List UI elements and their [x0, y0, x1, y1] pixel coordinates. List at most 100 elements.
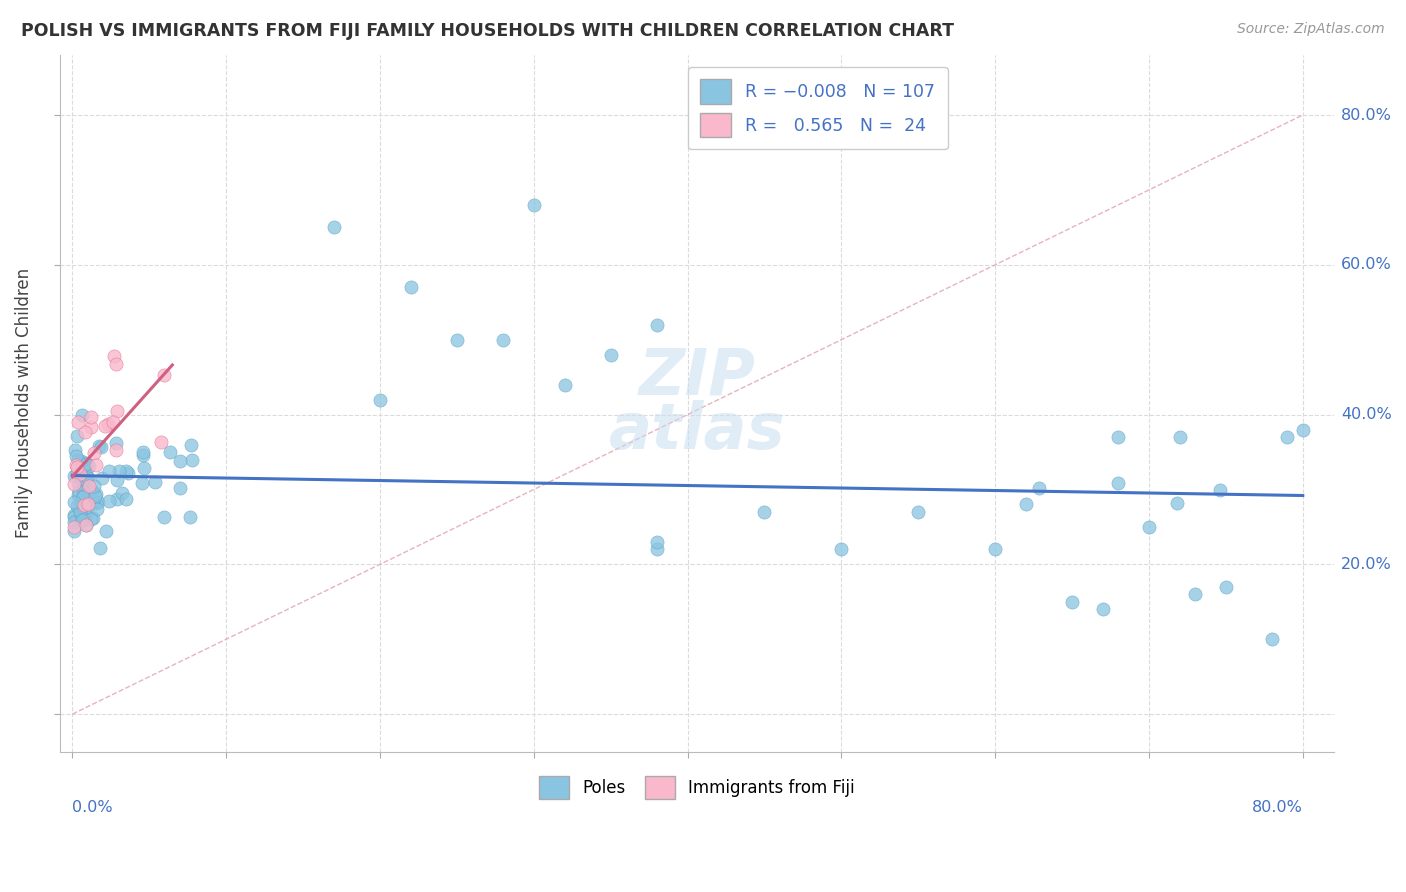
Point — [86, 458, 108, 473]
Point — [103, 415, 125, 429]
Text: 80.0%: 80.0% — [1251, 800, 1303, 815]
Point — [82, 493, 104, 508]
Y-axis label: Family Households with Children: Family Households with Children — [15, 268, 32, 539]
Point — [65, 428, 87, 442]
Point — [180, 438, 202, 452]
Point — [66, 466, 89, 480]
Text: 80.0%: 80.0% — [1341, 108, 1392, 122]
Point — [77, 471, 100, 485]
Point — [131, 445, 153, 459]
Point — [75, 491, 97, 505]
Point — [89, 439, 111, 453]
Point — [83, 446, 105, 460]
Point — [368, 392, 391, 407]
Point — [65, 458, 87, 472]
Point — [1209, 483, 1232, 498]
Point — [132, 449, 155, 463]
Point — [115, 464, 138, 478]
Point — [181, 453, 204, 467]
Point — [63, 515, 86, 529]
Point — [63, 495, 86, 509]
Point — [73, 425, 96, 439]
Point — [82, 483, 104, 498]
Point — [73, 472, 96, 486]
Point — [103, 350, 125, 364]
Point — [105, 436, 128, 450]
Text: 20.0%: 20.0% — [1341, 557, 1392, 572]
Point — [1107, 430, 1129, 444]
Point — [79, 458, 101, 473]
Point — [72, 489, 94, 503]
Point — [70, 495, 93, 509]
Point — [150, 434, 173, 449]
Point — [104, 357, 127, 371]
Point — [67, 484, 90, 499]
Point — [76, 504, 98, 518]
Point — [75, 460, 97, 475]
Point — [69, 454, 91, 468]
Point — [1107, 476, 1129, 491]
Point — [143, 475, 166, 490]
Point — [75, 518, 97, 533]
Point — [1015, 498, 1038, 512]
Point — [63, 509, 86, 524]
Point — [84, 496, 107, 510]
Point — [492, 333, 515, 347]
Point — [63, 508, 86, 522]
Point — [94, 524, 117, 538]
Point — [84, 489, 107, 503]
Point — [73, 511, 96, 525]
Text: ZIP
atlas: ZIP atlas — [609, 345, 785, 462]
Point — [1292, 423, 1315, 437]
Point — [98, 494, 121, 508]
Point — [645, 542, 668, 557]
Point — [72, 492, 94, 507]
Point — [399, 280, 422, 294]
Point — [66, 499, 89, 513]
Point — [179, 510, 201, 524]
Point — [907, 505, 929, 519]
Point — [105, 403, 128, 417]
Point — [159, 445, 181, 459]
Point — [86, 501, 108, 516]
Point — [1166, 496, 1188, 510]
Point — [84, 487, 107, 501]
Point — [105, 473, 128, 487]
Point — [105, 443, 128, 458]
Point — [67, 452, 90, 467]
Point — [63, 520, 86, 534]
Point — [72, 477, 94, 491]
Point — [72, 490, 94, 504]
Point — [69, 504, 91, 518]
Point — [599, 348, 621, 362]
Point — [1062, 595, 1084, 609]
Point — [80, 512, 103, 526]
Point — [94, 419, 117, 434]
Point — [97, 417, 120, 431]
Text: Source: ZipAtlas.com: Source: ZipAtlas.com — [1237, 22, 1385, 37]
Point — [70, 507, 93, 521]
Point — [1137, 520, 1160, 534]
Point — [83, 478, 105, 492]
Point — [97, 464, 120, 478]
Point — [87, 495, 110, 509]
Point — [111, 485, 134, 500]
Point — [75, 518, 97, 533]
Point — [1215, 580, 1237, 594]
Point — [63, 443, 86, 458]
Point — [645, 534, 668, 549]
Point — [1261, 632, 1284, 647]
Point — [1028, 482, 1050, 496]
Point — [67, 488, 90, 502]
Point — [1168, 430, 1191, 444]
Text: 40.0%: 40.0% — [1341, 407, 1392, 422]
Point — [63, 468, 86, 483]
Point — [67, 477, 90, 491]
Legend: Poles, Immigrants from Fiji: Poles, Immigrants from Fiji — [531, 769, 862, 805]
Point — [76, 468, 98, 483]
Point — [75, 457, 97, 471]
Point — [115, 491, 138, 506]
Text: 60.0%: 60.0% — [1341, 257, 1392, 272]
Point — [67, 416, 90, 430]
Point — [322, 220, 344, 235]
